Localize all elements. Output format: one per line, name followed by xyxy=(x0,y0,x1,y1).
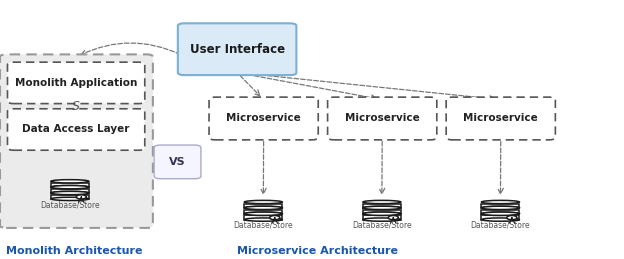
Ellipse shape xyxy=(51,197,89,200)
FancyBboxPatch shape xyxy=(209,97,318,140)
Ellipse shape xyxy=(51,191,89,195)
Circle shape xyxy=(388,215,398,220)
Text: Database/Store: Database/Store xyxy=(233,221,293,230)
Ellipse shape xyxy=(363,218,401,221)
Text: Database/Store: Database/Store xyxy=(352,221,412,230)
Ellipse shape xyxy=(482,212,519,215)
Text: Microservice: Microservice xyxy=(345,113,419,124)
Ellipse shape xyxy=(363,206,401,210)
Bar xyxy=(51,195,89,199)
Bar xyxy=(245,210,282,214)
Text: S: S xyxy=(72,100,80,113)
Text: Data Access Layer: Data Access Layer xyxy=(22,125,130,134)
Text: Monolith Application: Monolith Application xyxy=(15,78,137,88)
Text: VS: VS xyxy=(169,157,186,167)
Bar xyxy=(363,204,401,208)
Ellipse shape xyxy=(51,191,89,195)
Ellipse shape xyxy=(51,185,89,189)
Ellipse shape xyxy=(245,212,282,215)
FancyBboxPatch shape xyxy=(7,62,145,104)
Ellipse shape xyxy=(482,218,519,221)
Ellipse shape xyxy=(245,200,282,204)
Ellipse shape xyxy=(482,206,519,210)
FancyBboxPatch shape xyxy=(7,109,145,150)
Bar xyxy=(363,215,401,220)
Bar xyxy=(245,204,282,208)
Ellipse shape xyxy=(363,212,401,215)
Bar xyxy=(363,210,401,214)
Bar xyxy=(482,215,519,220)
Ellipse shape xyxy=(482,206,519,210)
Ellipse shape xyxy=(245,206,282,210)
Ellipse shape xyxy=(363,212,401,215)
Circle shape xyxy=(507,215,517,220)
Ellipse shape xyxy=(363,200,401,204)
Text: Database/Store: Database/Store xyxy=(470,221,530,230)
FancyBboxPatch shape xyxy=(0,54,153,228)
Bar xyxy=(51,183,89,187)
Ellipse shape xyxy=(482,212,519,215)
Bar xyxy=(51,189,89,193)
Text: Monolith Architecture: Monolith Architecture xyxy=(6,246,143,256)
Circle shape xyxy=(76,195,86,199)
Ellipse shape xyxy=(245,206,282,210)
Ellipse shape xyxy=(51,180,89,183)
Circle shape xyxy=(270,215,280,220)
Text: Microservice: Microservice xyxy=(464,113,538,124)
Text: Microservice: Microservice xyxy=(227,113,301,124)
Ellipse shape xyxy=(482,200,519,204)
Ellipse shape xyxy=(245,218,282,221)
Ellipse shape xyxy=(363,206,401,210)
FancyBboxPatch shape xyxy=(154,145,201,179)
Bar xyxy=(482,204,519,208)
Text: Microservice Architecture: Microservice Architecture xyxy=(237,246,398,256)
Text: User Interface: User Interface xyxy=(190,43,285,56)
Text: Database/Store: Database/Store xyxy=(40,200,100,209)
Bar xyxy=(245,215,282,220)
FancyBboxPatch shape xyxy=(178,23,296,75)
FancyBboxPatch shape xyxy=(446,97,555,140)
Ellipse shape xyxy=(245,212,282,215)
Bar xyxy=(482,210,519,214)
Ellipse shape xyxy=(51,185,89,189)
FancyBboxPatch shape xyxy=(328,97,437,140)
